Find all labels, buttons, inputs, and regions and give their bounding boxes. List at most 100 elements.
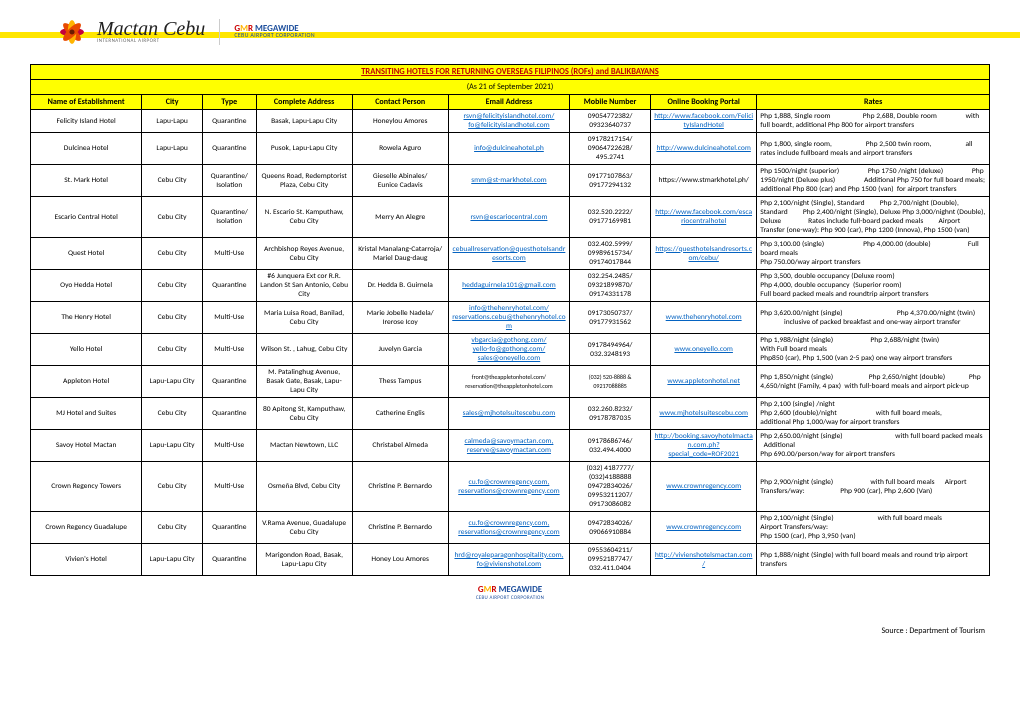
cell-city: Cebu City xyxy=(142,398,203,430)
cell-mobile: 032.402.5999/09989615734/09174017844 xyxy=(570,238,651,270)
table-row: Crown Regency TowersCebu CityMulti-UseOs… xyxy=(31,462,990,512)
cell-addr: #6 Junquera Ext cor R.R. Landon St San A… xyxy=(256,270,352,302)
flower-icon xyxy=(55,15,89,49)
table-row: St. Mark HotelCebu CityQuarantine/ Isola… xyxy=(31,165,990,197)
header-logo-area: Mactan Cebu INTERNATIONAL AIRPORT GMR ME… xyxy=(30,15,990,49)
cell-rates: Php 2,100 (single) /nightPhp 2,600 (doub… xyxy=(757,398,990,430)
cell-email: calmeda@savoymactan.com,reserve@savoymac… xyxy=(448,430,569,462)
source-text: Source : Department of Tourism xyxy=(30,626,990,636)
cell-email: vbgarcia@gothong.com/yello-fo@gothong.co… xyxy=(448,334,569,366)
cell-city: Lapu-Lapu xyxy=(142,110,203,133)
cell-city: Cebu City xyxy=(142,238,203,270)
table-row: Vivien's HotelLapu-Lapu CityQuarantineMa… xyxy=(31,544,990,576)
col-city: City xyxy=(142,95,203,110)
cell-contact: Catherine Englis xyxy=(352,398,448,430)
cell-name: Crown Regency Guadalupe xyxy=(31,512,142,544)
cell-contact: Juvelyn Garcia xyxy=(352,334,448,366)
cell-type: Quarantine xyxy=(202,544,256,576)
cell-contact: Thess Tampus xyxy=(352,366,448,398)
page: Mactan Cebu INTERNATIONAL AIRPORT GMR ME… xyxy=(0,0,1020,646)
cell-contact: Gieselle Abinales/Eunice Cadavis xyxy=(352,165,448,197)
cell-portal: http://vivienshotelsmactan.com/ xyxy=(651,544,757,576)
cell-type: Quarantine/ Isolation xyxy=(202,197,256,238)
cell-portal: http://www.facebook.com/escariocentralho… xyxy=(651,197,757,238)
cell-rates: Php 3,100.00 (single) Php 4,000.00 (doub… xyxy=(757,238,990,270)
cell-mobile: 09054772382/09323640737 xyxy=(570,110,651,133)
table-row: Savoy Hotel MactanLapu-Lapu CityMulti-Us… xyxy=(31,430,990,462)
cell-mobile: (032) 4187777/(032)418888809472834026/09… xyxy=(570,462,651,512)
cell-type: Quarantine xyxy=(202,398,256,430)
cell-name: Vivien's Hotel xyxy=(31,544,142,576)
cell-name: Appleton Hotel xyxy=(31,366,142,398)
cell-addr: Maria Luisa Road, Banilad, Cebu City xyxy=(256,302,352,334)
cell-mobile: 09178494964/032.3248193 xyxy=(570,334,651,366)
cell-addr: Basak, Lapu-Lapu City xyxy=(256,110,352,133)
cell-city: Lapu-Lapu City xyxy=(142,366,203,398)
cell-mobile: 09177107863/09177294132 xyxy=(570,165,651,197)
cell-rates: Php 3,620.00/night (single) Php 4,370.00… xyxy=(757,302,990,334)
table-row: MJ Hotel and SuitesCebu CityQuarantine80… xyxy=(31,398,990,430)
col-addr: Complete Address xyxy=(256,95,352,110)
col-mobile: Mobile Number xyxy=(570,95,651,110)
cell-addr: Queens Road, Redemptorist Plaza, Cebu Ci… xyxy=(256,165,352,197)
cell-contact: Kristal Manalang-Catarroja/Mariel Daug-d… xyxy=(352,238,448,270)
table-body: Felicity Island HotelLapu-LapuQuarantine… xyxy=(31,110,990,576)
cell-portal: http://www.facebook.com/FelicityIslandHo… xyxy=(651,110,757,133)
cell-addr: Archbishop Reyes Avenue, Cebu City xyxy=(256,238,352,270)
cell-contact: Christine P. Bernardo xyxy=(352,462,448,512)
cell-type: Quarantine xyxy=(202,366,256,398)
cell-email: cebuallreservation@questhotelsandresorts… xyxy=(448,238,569,270)
cell-mobile: 032.520.2222/09177169981 xyxy=(570,197,651,238)
cell-contact: Dr. Hedda B. Guirnela xyxy=(352,270,448,302)
cell-type: Multi-Use xyxy=(202,430,256,462)
hotels-table: TRANSITING HOTELS FOR RETURNING OVERSEAS… xyxy=(30,64,990,576)
table-subtitle: (As 21 of September 2021) xyxy=(31,80,990,95)
cell-city: Lapu-Lapu City xyxy=(142,544,203,576)
cell-email: sales@mjhotelsuitescebu.com xyxy=(448,398,569,430)
cell-name: Oyo Hedda Hotel xyxy=(31,270,142,302)
table-row: Yello HotelCebu CityMulti-UseWilson St. … xyxy=(31,334,990,366)
cell-type: Multi-Use xyxy=(202,238,256,270)
cell-contact: Marie Jobelle Nadela/ Irerose Icoy xyxy=(352,302,448,334)
cell-email: front@theappletonhotel.com/reservation@t… xyxy=(448,366,569,398)
cell-email: hrd@royaleparagonhospitality.com, fo@viv… xyxy=(448,544,569,576)
col-portal: Online Booking Portal xyxy=(651,95,757,110)
cell-type: Quarantine xyxy=(202,133,256,165)
cell-rates: Php 1,850/night (single) Php 2,650/night… xyxy=(757,366,990,398)
brand2-line2: CEBU AIRPORT CORPORATION xyxy=(234,33,315,38)
cell-rates: Php 1500/night (superior) Php 1750 /nigh… xyxy=(757,165,990,197)
cell-rates: Php 2,100/night (Single), Standard Php 2… xyxy=(757,197,990,238)
cell-city: Cebu City xyxy=(142,512,203,544)
col-rates: Rates xyxy=(757,95,990,110)
brand2-block: GMR MEGAWIDE CEBU AIRPORT CORPORATION xyxy=(234,25,315,38)
cell-mobile: 09173050737/09177931562 xyxy=(570,302,651,334)
cell-addr: V.Rama Avenue, Guadalupe Cebu City xyxy=(256,512,352,544)
cell-type: Quarantine xyxy=(202,110,256,133)
cell-portal xyxy=(651,270,757,302)
table-subtitle-row: (As 21 of September 2021) xyxy=(31,80,990,95)
cell-addr: 80 Apitong St, Kamputhaw, Cebu City xyxy=(256,398,352,430)
cell-name: St. Mark Hotel xyxy=(31,165,142,197)
table-title-row: TRANSITING HOTELS FOR RETURNING OVERSEAS… xyxy=(31,65,990,80)
cell-contact: Rowela Aguro xyxy=(352,133,448,165)
cell-portal: www.oneyello.com xyxy=(651,334,757,366)
cell-rates: Php 3,500, double occupancy (Deluxe room… xyxy=(757,270,990,302)
cell-rates: Php 2,650.00/night (single) with full bo… xyxy=(757,430,990,462)
cell-contact: Merry An Alegre xyxy=(352,197,448,238)
cell-contact: Honey Lou Amores xyxy=(352,544,448,576)
cell-type: Multi-Use xyxy=(202,334,256,366)
col-type: Type xyxy=(202,95,256,110)
cell-email: cu.fo@crownregency.com,reservations@crow… xyxy=(448,462,569,512)
col-name: Name of Establishment xyxy=(31,95,142,110)
footer-logo-line2: CEBU AIRPORT CORPORATION xyxy=(30,595,990,601)
cell-portal: www.thehenryhotel.com xyxy=(651,302,757,334)
cell-email: rsvn@escariocentral.com xyxy=(448,197,569,238)
cell-addr: M. Patalinghug Avenue, Basak Gate, Basak… xyxy=(256,366,352,398)
cell-portal: www.mjhotelsuitescebu.com xyxy=(651,398,757,430)
cell-city: Lapu-Lapu xyxy=(142,133,203,165)
cell-rates: Php 1,988/night (single) Php 2,688/night… xyxy=(757,334,990,366)
cell-city: Cebu City xyxy=(142,165,203,197)
cell-mobile: 032.254.2485/09321899870/09174331178 xyxy=(570,270,651,302)
table-header-row: Name of Establishment City Type Complete… xyxy=(31,95,990,110)
cell-city: Lapu-Lapu City xyxy=(142,430,203,462)
